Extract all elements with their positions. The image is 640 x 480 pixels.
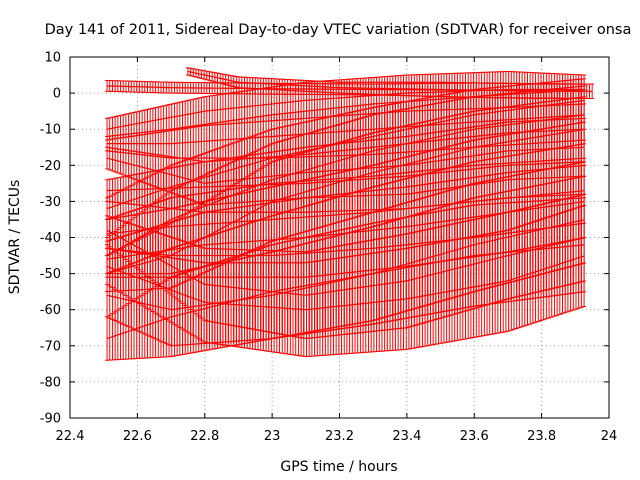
series-line [107,190,585,235]
series-line [106,114,585,257]
series-line [106,146,585,184]
series-layer [105,67,595,361]
series-line [106,88,585,130]
series-line [107,114,585,145]
